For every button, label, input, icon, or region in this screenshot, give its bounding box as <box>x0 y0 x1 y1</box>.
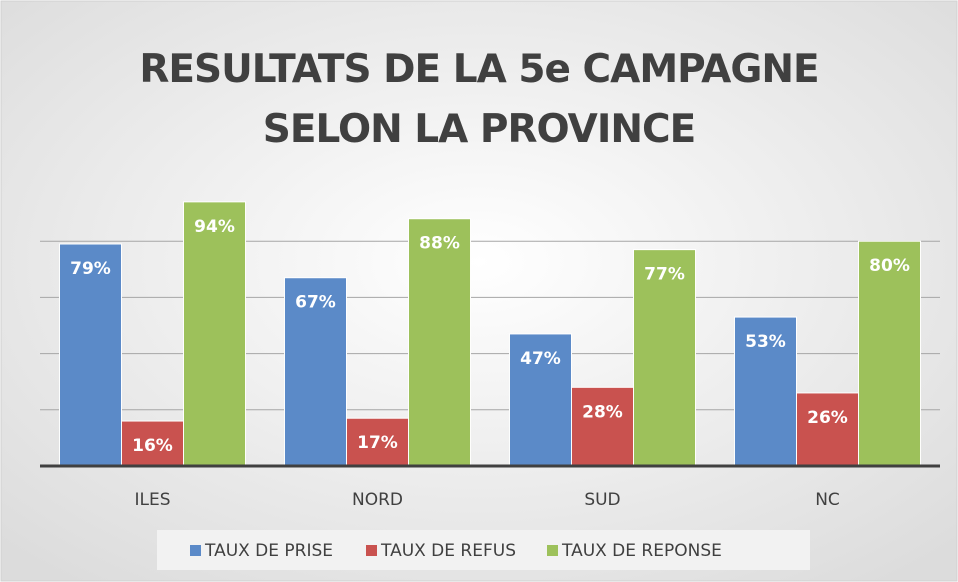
bar <box>408 218 472 467</box>
data-label: 26% <box>807 408 848 428</box>
data-label: 79% <box>70 259 111 279</box>
data-label: 17% <box>357 433 398 453</box>
bar <box>858 240 922 467</box>
legend-label: TAUX DE REFUS <box>380 541 516 561</box>
legend-swatch <box>547 545 558 556</box>
data-label: 88% <box>419 234 460 254</box>
x-tick-label: NC <box>815 490 840 510</box>
data-label: 16% <box>132 436 173 456</box>
data-label: 67% <box>295 293 336 313</box>
bar <box>633 249 697 467</box>
bar <box>733 316 797 467</box>
chart-title: RESULTATS DE LA 5e CAMPAGNE SELON LA PRO… <box>139 47 819 152</box>
x-tick-label: NORD <box>352 490 403 510</box>
data-label: 53% <box>745 332 786 352</box>
legend-swatch <box>190 545 201 556</box>
legend-label: TAUX DE PRISE <box>204 541 333 561</box>
bar <box>795 392 860 467</box>
legend-label: TAUX DE REPONSE <box>561 541 722 561</box>
bar <box>120 420 185 467</box>
x-tick-label: SUD <box>584 490 620 510</box>
x-tick-label: ILES <box>134 490 170 510</box>
legend-box <box>157 530 810 570</box>
data-label: 77% <box>644 265 685 285</box>
bar <box>508 333 572 467</box>
bar <box>283 277 347 467</box>
data-label: 94% <box>194 217 235 237</box>
legend-swatch <box>366 545 377 556</box>
bar <box>570 386 635 467</box>
bar <box>183 201 247 467</box>
bar <box>58 243 122 467</box>
bar <box>345 417 410 467</box>
data-label: 80% <box>869 256 910 276</box>
data-label: 28% <box>582 402 623 422</box>
data-label: 47% <box>520 349 561 369</box>
